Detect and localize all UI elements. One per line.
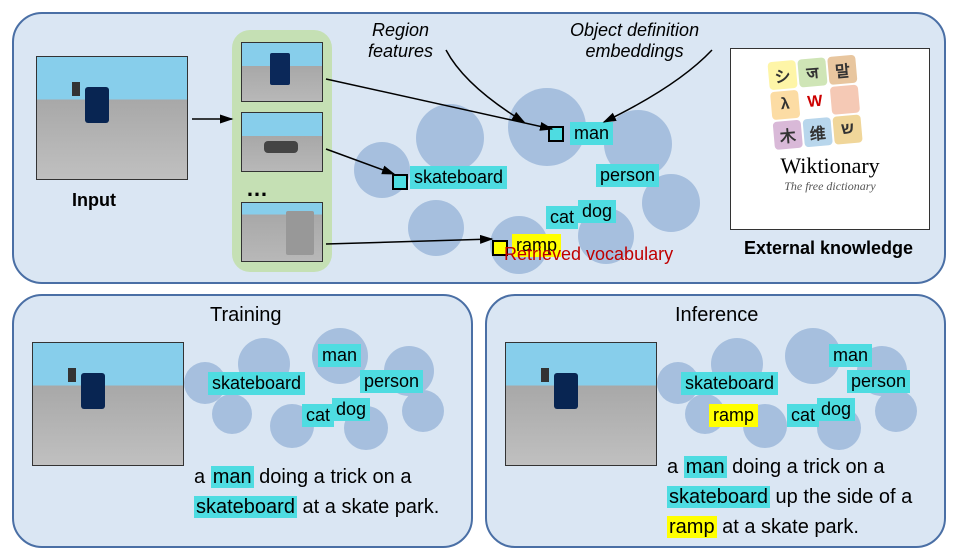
- vocab-tag-man: man: [318, 344, 361, 367]
- vocab-tag-cat: cat: [302, 404, 334, 427]
- caption-span: doing a trick on a: [727, 456, 885, 478]
- feature-marker: [392, 174, 408, 190]
- region-features-label: Region features: [368, 20, 433, 62]
- vocab-tag-dog: dog: [578, 200, 616, 223]
- region-crop-1: [241, 42, 323, 102]
- vocab-tag-person: person: [596, 164, 659, 187]
- wiktionary-tile: ש: [832, 114, 862, 144]
- vocab-tag-man: man: [570, 122, 613, 145]
- vocab-tag-dog: dog: [332, 398, 370, 421]
- caption-span: man: [684, 456, 727, 478]
- caption-span: skateboard: [667, 486, 770, 508]
- wiktionary-tile: W: [800, 87, 830, 117]
- wiktionary-tile: 말: [827, 55, 857, 85]
- wiktionary-subtitle: The free dictionary: [784, 179, 876, 194]
- training-caption: a man doing a trick on a skateboard at a…: [194, 462, 464, 522]
- training-title: Training: [210, 304, 282, 327]
- wiktionary-tile: 维: [803, 117, 833, 147]
- caption-span: man: [211, 466, 254, 488]
- wiktionary-tile: [830, 85, 860, 115]
- inference-title: Inference: [675, 304, 758, 327]
- input-image: [36, 56, 188, 180]
- region-crop-3: [241, 202, 323, 262]
- vocab-tag-skateboard: skateboard: [208, 372, 305, 395]
- wiktionary-tile: ज: [797, 57, 827, 87]
- ellipsis: …: [246, 176, 268, 202]
- inference-panel: Inference skateboardmanpersonrampcatdog …: [485, 294, 946, 548]
- vocab-tag-skateboard: skateboard: [681, 372, 778, 395]
- vocab-tag-man: man: [829, 344, 872, 367]
- caption-span: at a skate park.: [297, 496, 439, 518]
- external-knowledge-label: External knowledge: [744, 238, 913, 259]
- feature-marker: [548, 126, 564, 142]
- training-panel: Training skateboard man person catdog a man…: [12, 294, 473, 548]
- vocab-tag-skateboard: skateboard: [410, 166, 507, 189]
- input-label: Input: [72, 190, 116, 211]
- inference-cloud: skateboard man person ramp catdog: [669, 328, 925, 446]
- caption-span: a: [667, 456, 684, 478]
- region-crops-container: …: [232, 30, 332, 272]
- vocab-tag-cat: cat: [546, 206, 578, 229]
- vocab-tag-ramp: ramp: [709, 404, 758, 427]
- vocab-tag-person: person: [847, 370, 910, 393]
- wiktionary-tile: シ: [767, 60, 797, 90]
- wiktionary-tile: λ: [770, 90, 800, 120]
- vocab-tag-person: person: [360, 370, 423, 393]
- wiktionary-tile: 木: [773, 120, 803, 150]
- wiktionary-title: Wiktionary: [780, 153, 879, 179]
- caption-span: a: [194, 466, 211, 488]
- external-knowledge-box: シज말λW木维ש Wiktionary The free dictionary: [730, 48, 930, 230]
- vocab-tag-cat: cat: [787, 404, 819, 427]
- caption-span: up the side of a: [770, 486, 912, 508]
- top-panel: Input … Region features Object definitio…: [12, 12, 946, 284]
- wiktionary-tile: [857, 52, 887, 82]
- training-cloud: skateboard man person catdog: [196, 328, 452, 446]
- inference-image: [505, 342, 657, 466]
- retrieved-vocab-label: Retrieved vocabulary: [504, 244, 673, 265]
- wiktionary-tile: [862, 112, 892, 142]
- region-crop-2: [241, 112, 323, 172]
- vocab-tag-dog: dog: [817, 398, 855, 421]
- caption-span: at a skate park.: [717, 516, 859, 538]
- wiktionary-tiles: シज말λW木维ש: [767, 52, 892, 150]
- training-image: [32, 342, 184, 466]
- caption-span: doing a trick on a: [254, 466, 412, 488]
- caption-span: ramp: [667, 516, 717, 538]
- wiktionary-tile: [860, 82, 890, 112]
- caption-span: skateboard: [194, 496, 297, 518]
- inference-caption: a man doing a trick on a skateboard up t…: [667, 452, 947, 542]
- object-embeddings-label: Object definition embeddings: [570, 20, 699, 62]
- retrieved-vocabulary-cloud: skateboardmanpersoncatdogramp: [372, 86, 712, 270]
